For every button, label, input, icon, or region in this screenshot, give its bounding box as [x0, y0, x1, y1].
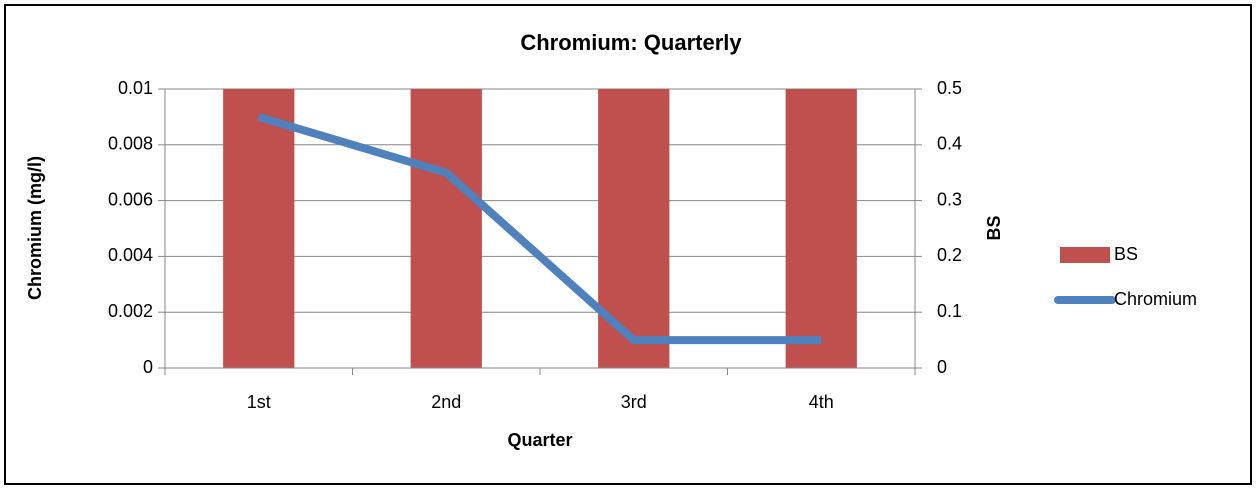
bar	[598, 89, 670, 368]
y-tick-label: 0.008	[108, 134, 153, 154]
x-tick-label: 1st	[247, 392, 271, 412]
x-tick-label: 2nd	[431, 392, 461, 412]
bar	[410, 89, 482, 368]
y-tick-label: 0	[143, 357, 153, 377]
legend-label: BS	[1114, 244, 1138, 264]
x-axis-title: Quarter	[507, 430, 572, 450]
line	[257, 113, 822, 345]
x-tick-label: 4th	[809, 392, 834, 412]
x-tick-label: 3rd	[621, 392, 647, 412]
y2-tick-label: 0.2	[937, 245, 962, 265]
y2-tick-label: 0.5	[937, 78, 962, 98]
y2-axis-title: BS	[984, 215, 1004, 240]
legend-swatch	[1060, 247, 1110, 263]
bar	[785, 89, 857, 368]
y2-tick-label: 0	[937, 357, 947, 377]
y2-tick-label: 0.4	[937, 134, 962, 154]
legend-label: Chromium	[1114, 289, 1197, 309]
y-tick-label: 0.002	[108, 301, 153, 321]
y-tick-label: 0.004	[108, 245, 153, 265]
y-axis-title: Chromium (mg/l)	[25, 156, 45, 300]
bar	[223, 89, 295, 368]
y2-tick-label: 0.1	[937, 301, 962, 321]
y-tick-label: 0.006	[108, 189, 153, 209]
y-tick-label: 0.01	[118, 78, 153, 98]
y2-tick-label: 0.3	[937, 189, 962, 209]
chart-title: Chromium: Quarterly	[520, 30, 742, 55]
